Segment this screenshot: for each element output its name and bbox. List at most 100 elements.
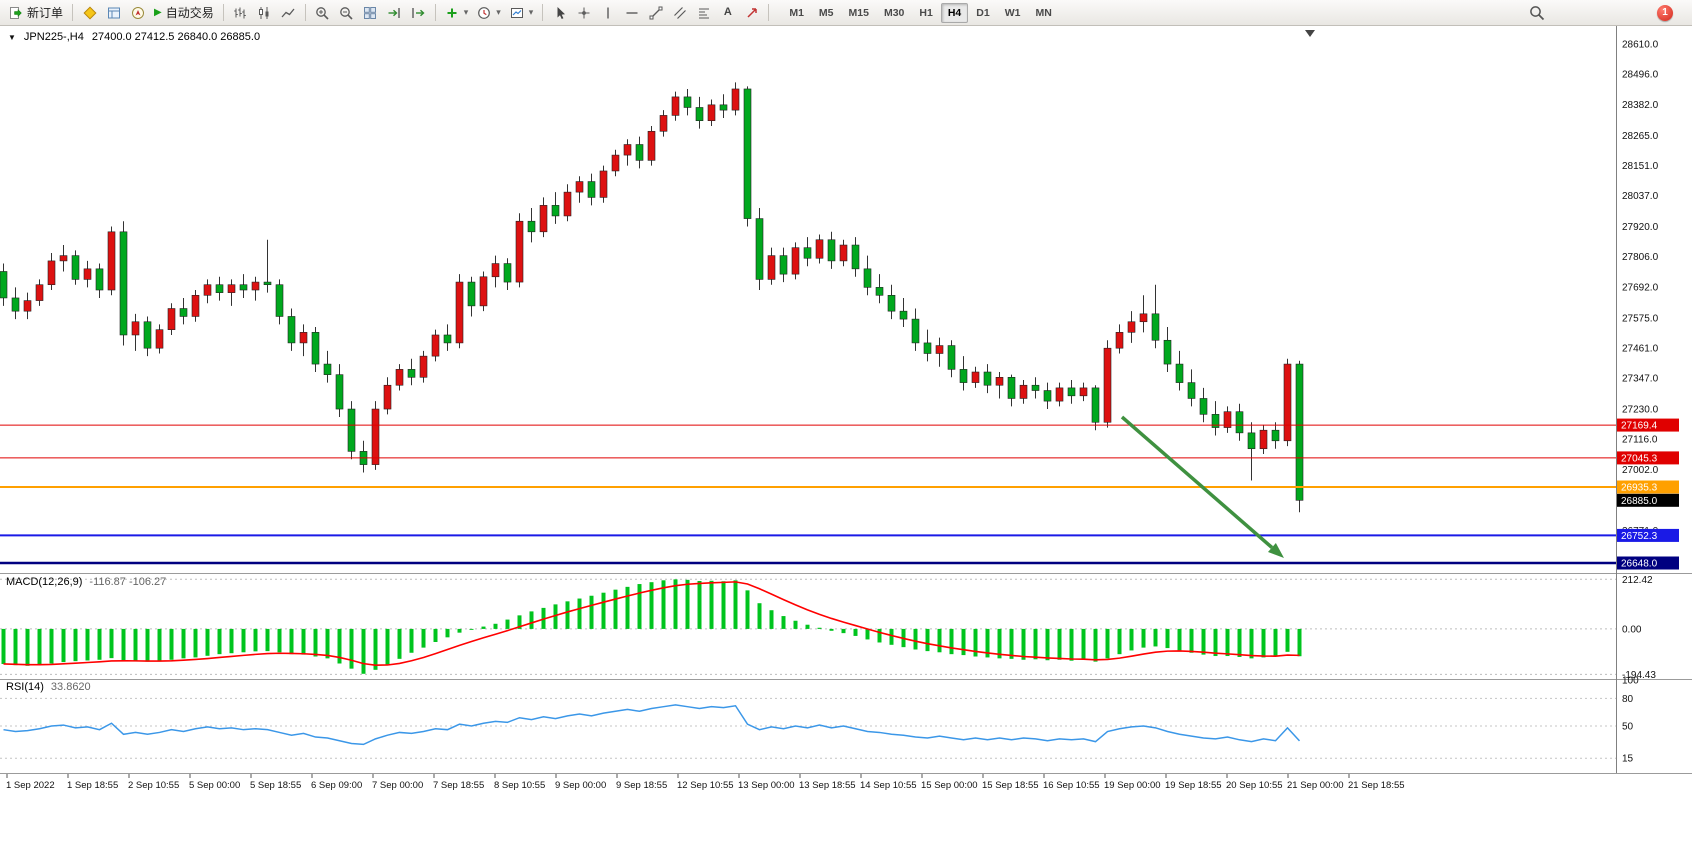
data-window-button[interactable] — [102, 2, 125, 24]
line-chart-icon — [281, 6, 295, 20]
svg-text:19 Sep 18:55: 19 Sep 18:55 — [1165, 780, 1222, 791]
horizontal-line-button[interactable] — [620, 2, 643, 24]
timeframe-h1-button[interactable]: H1 — [912, 3, 939, 23]
svg-text:27347.0: 27347.0 — [1622, 374, 1659, 385]
auto-scroll-icon — [387, 6, 401, 20]
zoom-out-button[interactable] — [335, 2, 358, 24]
timeframe-h4-button[interactable]: H4 — [940, 2, 969, 23]
auto-scroll-button[interactable] — [383, 2, 406, 24]
vertical-line-button[interactable] — [596, 2, 619, 24]
svg-text:7 Sep 00:00: 7 Sep 00:00 — [372, 780, 423, 791]
cursor-button[interactable] — [548, 2, 571, 24]
chart-shift-marker[interactable] — [1305, 30, 1315, 37]
templates-button[interactable]: ▾ — [506, 2, 538, 24]
bar-chart-button[interactable] — [229, 2, 252, 24]
chart-ohlc-header: ▼ JPN225-,H4 27400.0 27412.5 26840.0 268… — [8, 31, 260, 43]
market-watch-icon — [83, 5, 97, 20]
rsi-line — [3, 704, 1301, 746]
svg-text:26885.0: 26885.0 — [1621, 496, 1658, 507]
toolbar-separator — [542, 4, 544, 21]
trendline-button[interactable] — [644, 2, 667, 24]
svg-text:13 Sep 00:00: 13 Sep 00:00 — [738, 780, 795, 791]
macd-title: MACD(12,26,9) — [6, 576, 83, 588]
chart-shift-button[interactable] — [407, 2, 430, 24]
svg-text:0.00: 0.00 — [1622, 624, 1642, 635]
svg-text:27461.0: 27461.0 — [1622, 343, 1659, 354]
chart-symbol-label: JPN225-,H4 — [23, 31, 84, 43]
svg-text:27045.3: 27045.3 — [1621, 453, 1658, 464]
svg-text:15 Sep 18:55: 15 Sep 18:55 — [982, 780, 1039, 791]
fibonacci-button[interactable] — [692, 2, 715, 24]
tile-windows-button[interactable] — [359, 2, 382, 24]
crosshair-button[interactable] — [572, 2, 595, 24]
timeframe-m1-button[interactable]: M1 — [782, 3, 811, 23]
timeframe-m5-button[interactable]: M5 — [812, 3, 841, 23]
svg-text:27002.0: 27002.0 — [1622, 465, 1659, 476]
svg-text:19 Sep 00:00: 19 Sep 00:00 — [1104, 780, 1161, 791]
crosshair-icon — [577, 6, 591, 20]
toolbar-separator — [304, 4, 306, 21]
market-watch-button[interactable] — [78, 2, 101, 24]
indicators-button[interactable]: ▾ — [441, 2, 473, 24]
zoom-in-button[interactable] — [311, 2, 334, 24]
indicators-caret-icon: ▾ — [463, 7, 469, 17]
horizontal-line-icon — [625, 6, 639, 20]
autotrading-button[interactable]: ▶ 自动交易 — [150, 2, 218, 24]
price-tag: 27169.4 — [1617, 418, 1679, 432]
line-chart-button[interactable] — [277, 2, 300, 24]
chart-background[interactable] — [0, 26, 1692, 853]
macd-histogram — [1, 579, 1302, 674]
svg-text:28610.0: 28610.0 — [1622, 39, 1659, 50]
new-order-button[interactable]: 新订单 — [5, 2, 67, 24]
rsi-title: RSI(14) — [6, 681, 44, 693]
toolbar-separator — [222, 4, 224, 21]
timeframe-w1-button[interactable]: W1 — [998, 3, 1028, 23]
price-tag: 26885.0 — [1617, 493, 1679, 507]
notification-badge[interactable]: 1 — [1657, 4, 1673, 21]
svg-text:27920.0: 27920.0 — [1622, 222, 1659, 233]
rsi-indicator-label: RSI(14) 33.8620 — [6, 681, 91, 693]
price-tag: 26648.0 — [1617, 556, 1679, 570]
periods-button[interactable]: ▾ — [473, 2, 505, 24]
candlestick-chart-button[interactable] — [253, 2, 276, 24]
svg-text:26648.0: 26648.0 — [1621, 559, 1658, 570]
text-tool-icon: A — [723, 6, 732, 18]
svg-text:5 Sep 18:55: 5 Sep 18:55 — [250, 780, 301, 791]
new-order-icon — [9, 6, 23, 20]
svg-text:27692.0: 27692.0 — [1622, 282, 1659, 293]
chart-collapse-icon[interactable]: ▼ — [8, 32, 16, 42]
timeframe-mn-button[interactable]: MN — [1028, 3, 1058, 23]
svg-text:12 Sep 10:55: 12 Sep 10:55 — [677, 780, 734, 791]
arrows-tool-button[interactable] — [740, 2, 763, 24]
equidistant-channel-button[interactable] — [668, 2, 691, 24]
zoom-in-icon — [315, 6, 329, 20]
macd-indicator-label: MACD(12,26,9) -116.87 -106.27 — [6, 576, 166, 588]
search-button[interactable] — [1525, 2, 1549, 24]
svg-text:50: 50 — [1622, 722, 1634, 733]
text-tool-button[interactable]: A — [716, 2, 739, 24]
svg-text:5 Sep 00:00: 5 Sep 00:00 — [189, 780, 240, 791]
svg-text:26935.3: 26935.3 — [1621, 483, 1658, 494]
timeframe-m15-button[interactable]: M15 — [842, 3, 876, 23]
svg-text:2 Sep 10:55: 2 Sep 10:55 — [128, 780, 179, 791]
timeframe-d1-button[interactable]: D1 — [969, 3, 996, 23]
timeframe-m30-button[interactable]: M30 — [877, 3, 911, 23]
tile-windows-icon — [363, 6, 377, 20]
templates-caret-icon: ▾ — [528, 7, 534, 17]
svg-text:28037.0: 28037.0 — [1622, 191, 1659, 202]
trend-arrow[interactable] — [1120, 415, 1284, 558]
navigator-button[interactable] — [126, 2, 149, 24]
fibonacci-icon — [697, 6, 711, 20]
rsi-value: 33.8620 — [50, 681, 91, 693]
svg-text:27230.0: 27230.0 — [1622, 405, 1659, 416]
zoom-out-icon — [339, 6, 353, 20]
svg-text:212.42: 212.42 — [1622, 575, 1653, 586]
toolbar-separator — [72, 4, 74, 21]
autotrading-label: 自动交易 — [165, 6, 214, 20]
svg-text:28151.0: 28151.0 — [1622, 161, 1659, 172]
svg-text:16 Sep 10:55: 16 Sep 10:55 — [1043, 780, 1100, 791]
clock-icon — [477, 6, 491, 20]
svg-text:28265.0: 28265.0 — [1622, 131, 1659, 142]
svg-text:9 Sep 18:55: 9 Sep 18:55 — [616, 780, 667, 791]
